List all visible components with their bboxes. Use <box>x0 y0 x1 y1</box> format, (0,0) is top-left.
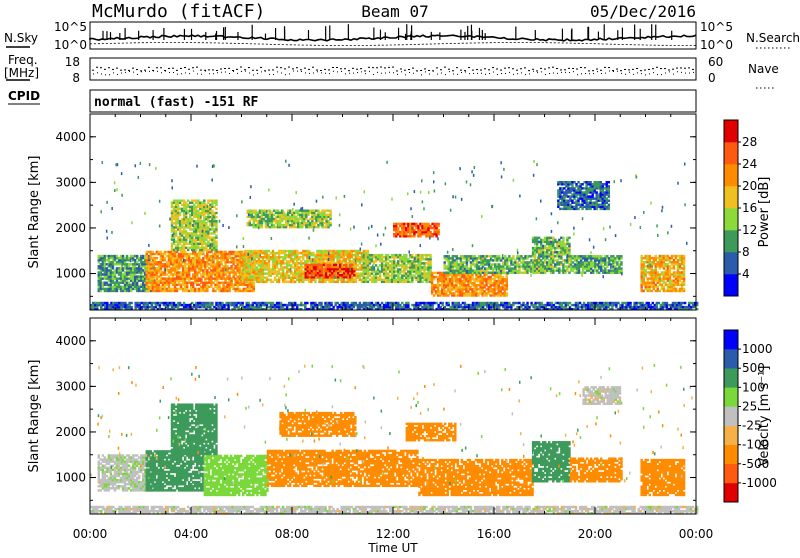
heatmap-cell <box>329 222 331 224</box>
cpid-program: normal (fast) -151 RF <box>94 95 259 110</box>
nsky-left-tick-bottom: 10^0 <box>54 38 87 52</box>
heatmap-cell <box>353 268 355 270</box>
freq-left-tick-top: 18 <box>65 55 80 69</box>
heatmap-cell <box>629 302 631 304</box>
nsky-right-tick-bottom: 10^0 <box>700 38 733 52</box>
heatmap-region <box>247 209 332 228</box>
heatmap-cell <box>215 240 217 242</box>
nsky-label: N.Sky <box>4 31 38 45</box>
heatmap-cell <box>215 199 217 201</box>
heatmap-cell <box>429 254 431 256</box>
cpid-label: CPID <box>8 89 40 103</box>
heatmap-cell <box>329 209 331 211</box>
station-title: McMurdo (fitACF) <box>92 1 265 22</box>
beam-label: Beam 07 <box>361 2 428 21</box>
freq-panel: Freq. [MHz] 18 8 60 0 Nave <box>4 53 779 88</box>
nsky-traces <box>90 24 696 45</box>
nsky-left-tick-top: 10^5 <box>54 20 87 34</box>
nave-right-tick-top: 60 <box>708 55 723 69</box>
heatmap-cell <box>684 302 686 304</box>
heatmap-cell <box>242 302 244 304</box>
heatmap-cell <box>367 250 369 252</box>
heatmap-region <box>393 223 440 238</box>
heatmap-cell <box>306 302 308 304</box>
heatmap-cell <box>437 229 439 231</box>
heatmap-cell <box>215 216 217 218</box>
power-cells <box>90 160 698 311</box>
heatmap-cell <box>437 223 439 225</box>
nsearch-label: N.Search <box>746 31 800 45</box>
freq-label-line1: Freq. <box>8 53 38 67</box>
heatmap-region <box>90 302 698 311</box>
heatmap-cell <box>407 302 409 304</box>
heatmap-cell <box>130 302 132 304</box>
heatmap-cell <box>345 264 347 266</box>
freq-traces <box>92 67 694 75</box>
nsky-trace <box>90 35 696 41</box>
heatmap-cell <box>156 257 158 259</box>
heatmap-region <box>431 272 508 297</box>
nave-right-tick-bottom: 0 <box>708 71 716 85</box>
freq-frame <box>90 58 696 80</box>
freq-label-line2: [MHz] <box>4 66 39 80</box>
nsky-panel: N.Sky 10^5 10^0 10^5 10^0 N.Search <box>4 20 800 52</box>
heatmap-cell <box>320 302 322 304</box>
heatmap-cell <box>215 212 217 214</box>
heatmap-region <box>146 251 255 292</box>
heatmap-cell <box>215 208 217 210</box>
freq-left-tick-bottom: 8 <box>72 71 80 85</box>
heatmap-cell <box>130 306 132 308</box>
nsearch-trace <box>90 43 696 46</box>
nsky-right-tick-top: 10^5 <box>700 20 733 34</box>
heatmap-cell <box>215 234 217 236</box>
heatmap-cell <box>215 220 217 222</box>
heatmap-cell <box>330 302 332 304</box>
heatmap-cell <box>526 302 528 304</box>
heatmap-cell <box>441 302 443 304</box>
heatmap-region <box>363 254 432 283</box>
heatmap-region <box>171 199 218 251</box>
heatmap-cell <box>211 302 213 304</box>
heatmap-cell <box>351 264 353 266</box>
heatmap-cell <box>353 274 355 276</box>
nave-label: Nave <box>748 62 779 76</box>
heatmap-cell <box>405 254 407 256</box>
heatmap-cell <box>203 199 205 201</box>
date-label: 05/Dec/2016 <box>590 2 696 21</box>
heatmap-cell <box>448 302 450 304</box>
